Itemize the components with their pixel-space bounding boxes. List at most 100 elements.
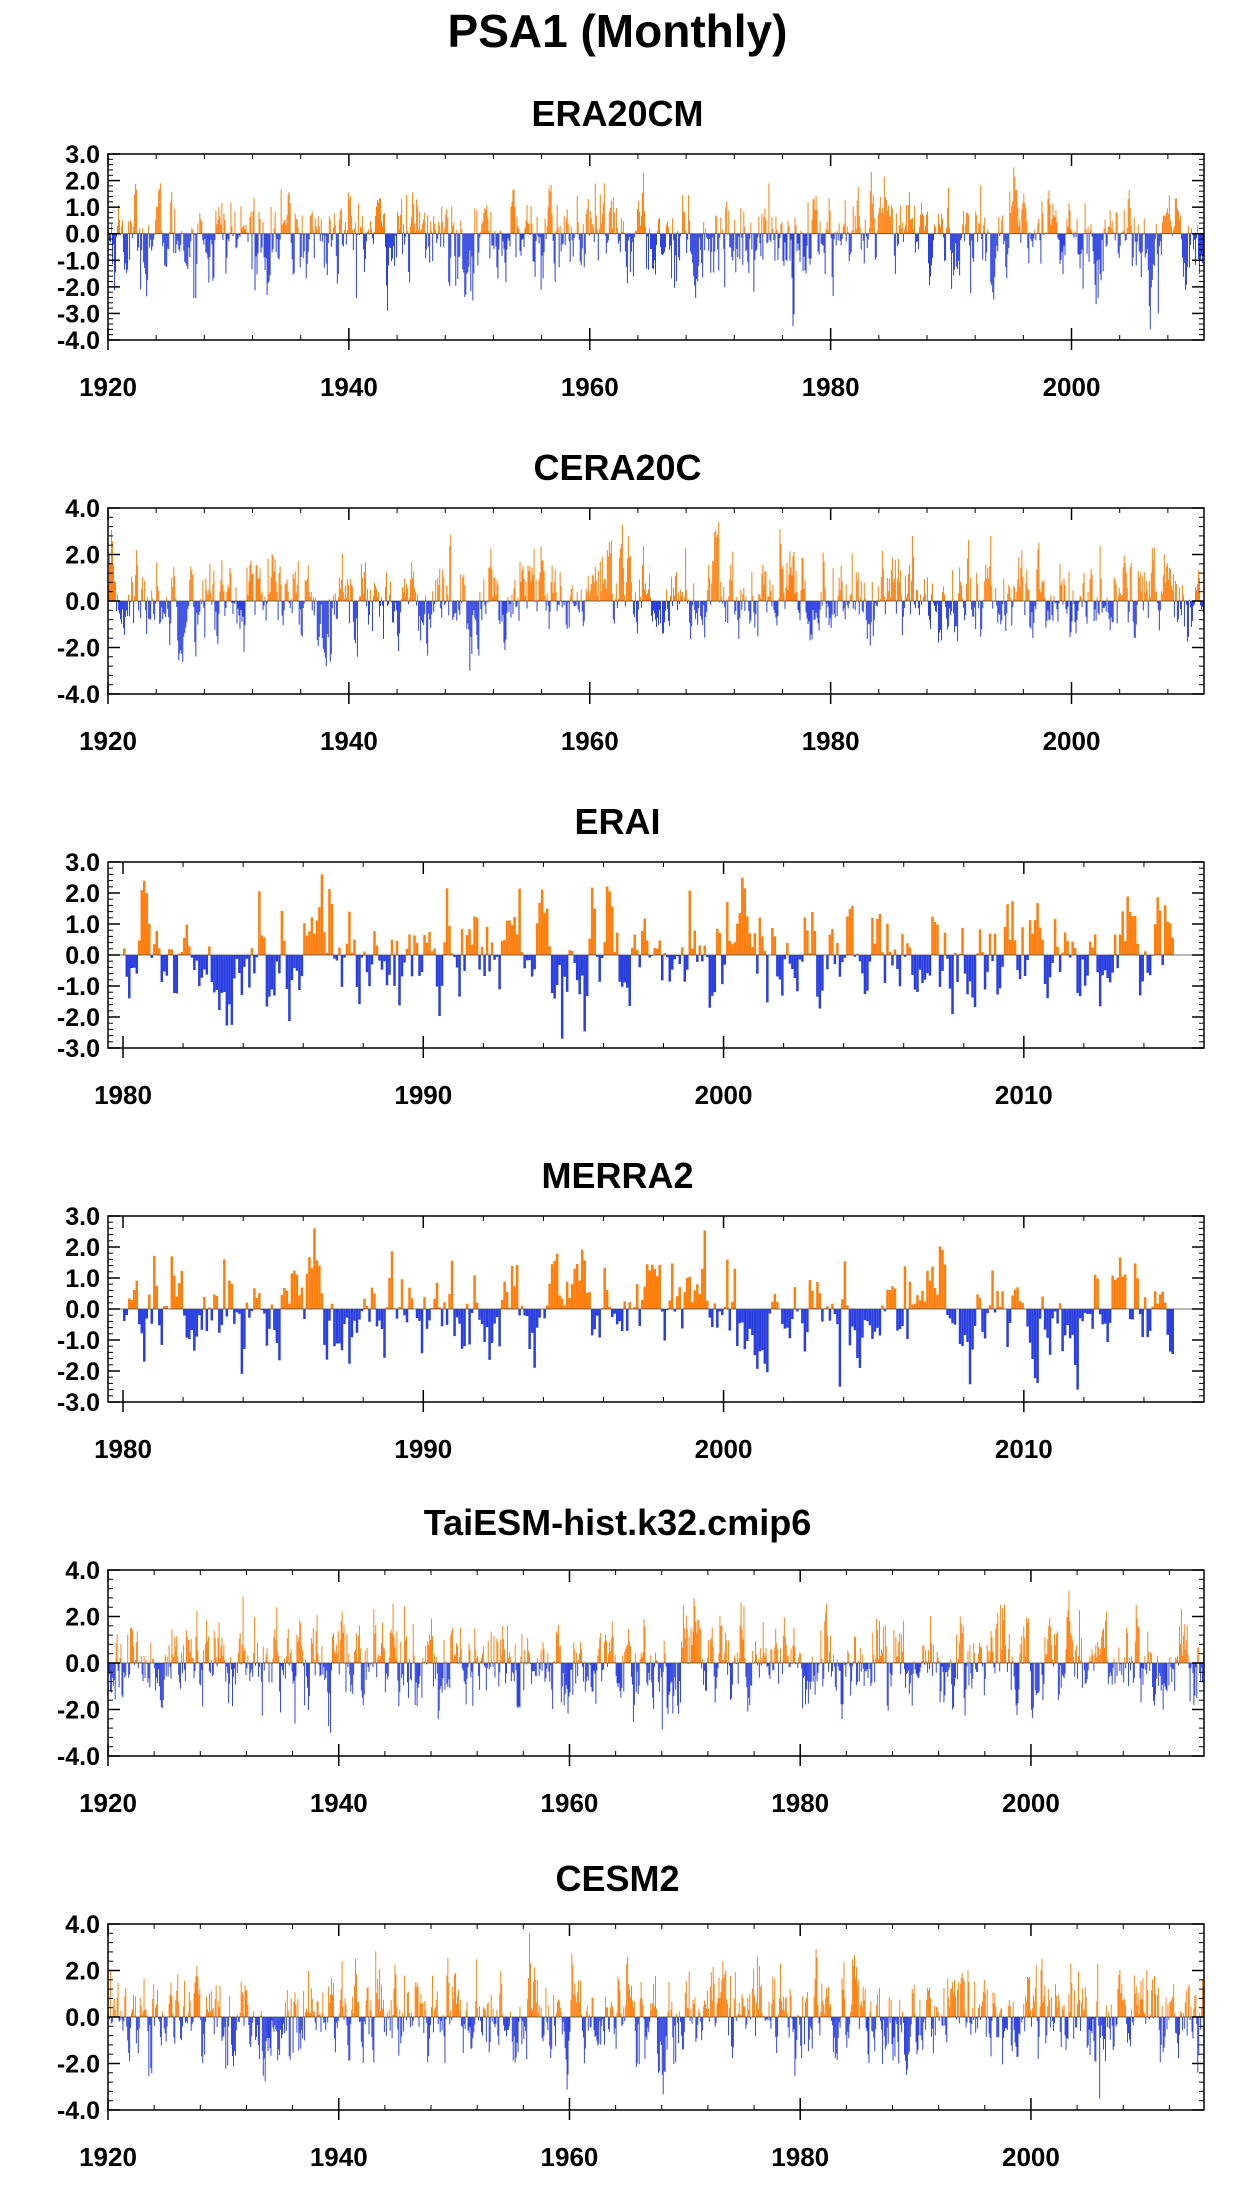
bar — [610, 906, 614, 955]
bar — [245, 955, 249, 959]
bar — [890, 1663, 892, 1687]
bar — [580, 1249, 584, 1309]
bar — [240, 1663, 242, 1665]
bar — [665, 1663, 667, 1667]
bar — [1032, 233, 1034, 248]
bar — [420, 955, 424, 972]
bar — [243, 225, 245, 234]
bar — [120, 601, 122, 620]
bar — [814, 1663, 816, 1695]
bar — [1158, 910, 1162, 955]
bar — [183, 1980, 185, 2017]
bar — [538, 1663, 540, 1676]
bar — [914, 1663, 916, 1670]
bar — [172, 1654, 174, 1663]
bar — [642, 1652, 644, 1663]
bar — [215, 1296, 219, 1309]
bar — [402, 587, 404, 601]
bar — [288, 955, 291, 1022]
y-tick-label: 1.0 — [65, 194, 100, 222]
bar — [613, 212, 615, 234]
bar — [485, 209, 487, 234]
x-tick-label: 2010 — [995, 1080, 1053, 1110]
bar — [1034, 229, 1036, 234]
bar — [146, 601, 148, 635]
bar — [518, 228, 520, 234]
bar — [1073, 948, 1077, 955]
bar — [572, 1663, 574, 1695]
bar — [637, 601, 639, 610]
bar — [437, 233, 439, 239]
bar — [515, 934, 519, 955]
bar — [551, 565, 553, 601]
bar — [885, 199, 887, 234]
bar — [631, 1663, 633, 1685]
bar — [1166, 563, 1168, 601]
bar — [733, 942, 737, 955]
bar — [913, 1303, 917, 1309]
bar — [135, 955, 139, 974]
bar — [840, 565, 842, 601]
bar — [741, 601, 743, 610]
bar — [208, 1993, 210, 2017]
bar — [784, 601, 786, 609]
bar — [265, 233, 267, 258]
bar — [781, 955, 784, 996]
bar — [631, 233, 633, 242]
bar — [220, 1309, 224, 1325]
bar — [238, 1638, 240, 1663]
bar — [730, 1663, 731, 1700]
bar — [1049, 1617, 1051, 1663]
bar — [432, 1663, 434, 1687]
bar — [728, 1640, 730, 1663]
bar — [914, 233, 916, 253]
bar — [134, 194, 136, 234]
bar — [677, 601, 679, 611]
bar — [956, 955, 959, 982]
bar — [214, 1638, 216, 1663]
bar — [480, 231, 482, 234]
bar — [641, 1657, 643, 1663]
bar — [283, 220, 285, 234]
bar — [288, 601, 290, 604]
bar — [1166, 1309, 1169, 1335]
bar — [603, 183, 605, 234]
bar — [198, 955, 201, 987]
bar — [952, 570, 954, 601]
bar — [974, 601, 976, 608]
bar — [409, 1663, 411, 1680]
bar — [1107, 1663, 1109, 1684]
bar — [1009, 1661, 1011, 1663]
bar — [263, 1663, 265, 1671]
bar — [295, 1274, 299, 1309]
bar — [479, 233, 481, 238]
bar — [1172, 1663, 1174, 1669]
bar — [575, 1263, 579, 1309]
bar — [804, 579, 806, 601]
bar — [303, 233, 305, 252]
bar — [214, 601, 216, 630]
bar — [206, 233, 208, 254]
bar — [201, 1663, 203, 1671]
bar — [167, 233, 169, 249]
bar — [465, 1663, 467, 1705]
bar — [931, 1266, 934, 1309]
bar — [587, 198, 589, 234]
bar — [661, 955, 664, 981]
bar — [295, 219, 297, 234]
bar — [826, 1603, 828, 1663]
bar — [759, 1648, 761, 1663]
bar — [180, 951, 184, 955]
bar — [743, 1309, 747, 1350]
bar — [380, 1655, 382, 1663]
bar — [961, 927, 964, 955]
bar — [696, 955, 699, 962]
bar — [241, 228, 243, 234]
bar — [1063, 1663, 1065, 1679]
bar — [223, 1259, 226, 1309]
bar — [558, 1647, 560, 1663]
bar — [1000, 601, 1002, 625]
bar — [411, 562, 413, 601]
bar — [747, 1663, 749, 1712]
